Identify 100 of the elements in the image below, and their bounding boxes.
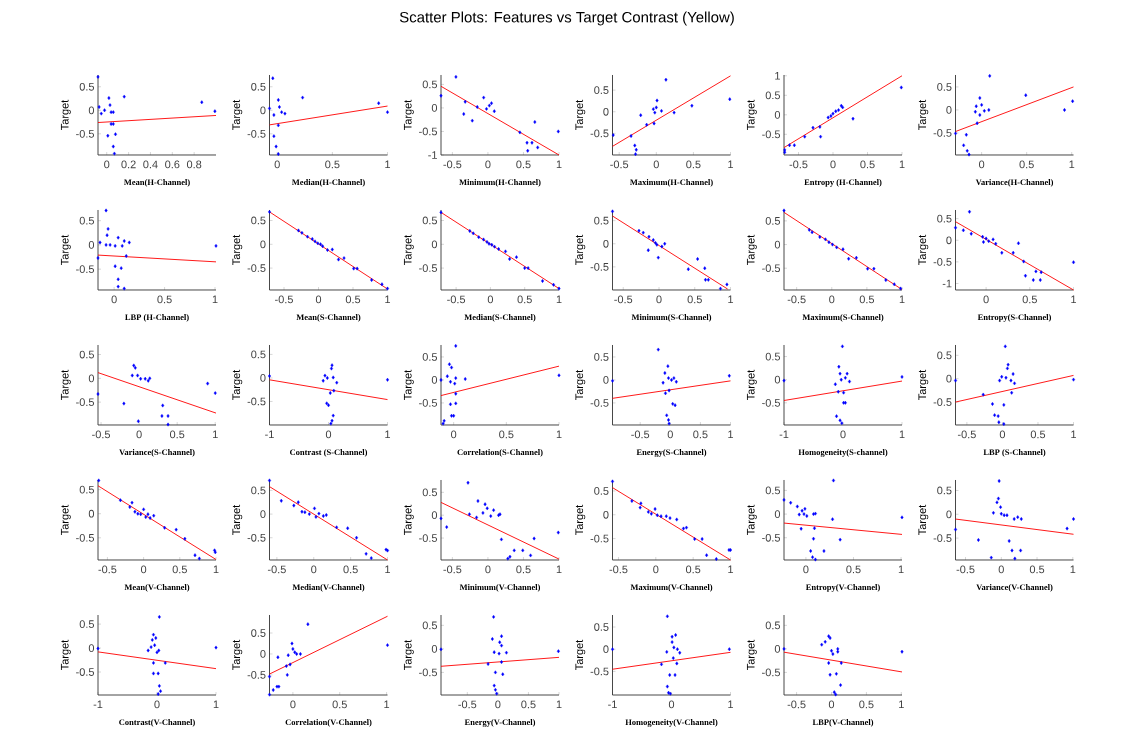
x-tick-label: 1 bbox=[1069, 160, 1075, 169]
x-axis-title: Variance(H-Channel) bbox=[975, 179, 1054, 187]
y-tick-label: 0.5 bbox=[594, 487, 609, 495]
y-tick-label: 0 bbox=[431, 645, 438, 653]
x-tick-label: 1 bbox=[556, 700, 562, 709]
y-tick-label: -0.5 bbox=[762, 533, 781, 542]
y-tick-label: 0 bbox=[946, 374, 952, 383]
y-axis-title: Target bbox=[232, 369, 243, 400]
y-axis-title: Target bbox=[746, 99, 757, 130]
x-tick-label: 0.5 bbox=[521, 700, 536, 709]
x-tick-label: 0 bbox=[290, 700, 296, 709]
y-tick-label: 0.5 bbox=[79, 620, 95, 628]
x-tick-label: 1 bbox=[385, 160, 391, 169]
x-axis-title: Variance(S-Channel) bbox=[119, 449, 195, 457]
x-tick-label: 0.5 bbox=[1030, 430, 1046, 439]
x-tick-label: 1 bbox=[899, 700, 904, 709]
x-tick-label: 1 bbox=[385, 430, 391, 439]
y-tick-label: -0.5 bbox=[247, 264, 266, 272]
y-axis-title: Target bbox=[60, 639, 71, 670]
y-tick-label: 0.5 bbox=[594, 86, 609, 95]
x-tick-label: 0.5 bbox=[325, 160, 340, 169]
y-tick-label: 0.5 bbox=[937, 351, 952, 360]
y-tick-label: -0.5 bbox=[933, 258, 952, 266]
x-tick-label: 0 bbox=[668, 700, 675, 709]
x-tick-label: 0 bbox=[840, 430, 846, 439]
x-tick-label: 0 bbox=[136, 430, 142, 439]
x-axis-title: LBP(V-Channel) bbox=[812, 719, 874, 727]
y-tick-label: -0.5 bbox=[247, 397, 266, 406]
y-tick-label: 0.5 bbox=[937, 214, 952, 223]
x-axis-title: Correlation(V-Channel) bbox=[285, 719, 372, 727]
y-tick-label: -0.5 bbox=[590, 263, 609, 271]
x-axis-title: Median(H-Channel) bbox=[291, 179, 365, 187]
y-tick-label: 1 bbox=[775, 72, 780, 80]
x-tick-label: 1 bbox=[213, 565, 219, 574]
x-tick-label: 0.5 bbox=[846, 565, 861, 574]
y-tick-label: -0.5 bbox=[247, 129, 266, 138]
y-axis-title: Target bbox=[746, 369, 757, 400]
x-axis-title: LBP (H-Channel) bbox=[125, 314, 189, 322]
y-tick-label: -0.5 bbox=[933, 398, 952, 406]
x-tick-label: 1 bbox=[556, 295, 562, 304]
x-tick-label: 1 bbox=[898, 565, 904, 574]
x-tick-label: 0.5 bbox=[686, 160, 701, 169]
y-axis-title: Target bbox=[918, 369, 929, 400]
y-axis-title: Target bbox=[918, 504, 929, 535]
text: Scatter Plots: Features vs Target Contrast (Yellow) bbox=[399, 11, 734, 26]
x-axis-title: Entropy(V-Channel) bbox=[805, 584, 880, 592]
y-tick-label: 0.5 bbox=[79, 216, 95, 225]
x-tick-label: 0.5 bbox=[516, 160, 531, 169]
x-tick-label: 0.5 bbox=[859, 295, 875, 304]
y-axis-title: Target bbox=[232, 99, 243, 130]
y-tick-label: 0 bbox=[88, 106, 95, 115]
y-tick-label: -0.5 bbox=[933, 534, 952, 542]
y-tick-label: -0.5 bbox=[419, 668, 438, 677]
x-tick-label: 0.5 bbox=[343, 565, 358, 574]
y-tick-label: -0.5 bbox=[247, 671, 266, 679]
x-axis-title: Maximum(H-Channel) bbox=[630, 179, 713, 187]
y-tick-label: 0.5 bbox=[251, 486, 266, 495]
x-axis-title: Median(S-Channel) bbox=[464, 314, 536, 322]
x-axis-title: Mean(H-Channel) bbox=[123, 179, 190, 187]
x-tick-label: 0 bbox=[998, 565, 1004, 574]
x-tick-label: 1 bbox=[728, 430, 734, 439]
x-tick-label: 0 bbox=[325, 430, 332, 439]
x-tick-label: 0 bbox=[111, 295, 117, 304]
y-tick-label: 0 bbox=[260, 650, 266, 658]
y-tick-label: -0.5 bbox=[762, 130, 781, 139]
y-tick-label: 0.5 bbox=[251, 216, 266, 225]
x-tick-label: 0.5 bbox=[169, 430, 185, 439]
y-axis-title: Target bbox=[60, 234, 71, 265]
y-tick-label: 0 bbox=[774, 510, 781, 518]
x-axis-title: Correlation(S-Channel) bbox=[457, 449, 543, 457]
x-tick-label: 0 bbox=[828, 700, 835, 709]
x-tick-label: 0 bbox=[104, 160, 110, 169]
y-tick-label: -0.5 bbox=[76, 265, 95, 274]
x-tick-label: 0.5 bbox=[687, 295, 702, 304]
x-tick-label: 0 bbox=[451, 430, 457, 439]
y-tick-label: -0.5 bbox=[590, 534, 609, 543]
x-tick-label: 0 bbox=[999, 430, 1006, 439]
y-axis-title: Target bbox=[575, 639, 586, 670]
x-tick-label: 0.5 bbox=[345, 295, 361, 304]
x-tick-label: 0 bbox=[485, 160, 491, 169]
x-axis-title: Energy(V-Channel) bbox=[464, 719, 536, 727]
x-axis-title: Minimum(S-Channel) bbox=[631, 314, 712, 322]
x-tick-label: -0.5 bbox=[275, 295, 293, 304]
x-tick-label: 0.5 bbox=[1022, 295, 1037, 304]
x-tick-label: 1 bbox=[384, 700, 390, 709]
x-tick-label: 0.5 bbox=[1029, 565, 1045, 574]
y-axis-title: Target bbox=[575, 234, 586, 265]
x-axis-title: Entropy(S-Channel) bbox=[977, 314, 1051, 322]
y-tick-label: 0.5 bbox=[765, 217, 781, 225]
x-axis-title: Contrast(V-Channel) bbox=[119, 719, 195, 727]
x-tick-label: 0.5 bbox=[693, 430, 708, 439]
x-axis-title: Maximum(S-Channel) bbox=[802, 314, 884, 322]
x-tick-label: -0.5 bbox=[458, 700, 477, 709]
x-tick-label: -0.5 bbox=[443, 160, 462, 169]
y-axis-title: Target bbox=[575, 504, 586, 535]
y-tick-label: -1 bbox=[428, 151, 437, 159]
y-tick-label: -0.5 bbox=[419, 534, 438, 542]
x-tick-label: -0.5 bbox=[614, 295, 633, 304]
y-tick-label: -0.5 bbox=[76, 668, 95, 676]
x-tick-label: 1 bbox=[1071, 430, 1077, 439]
